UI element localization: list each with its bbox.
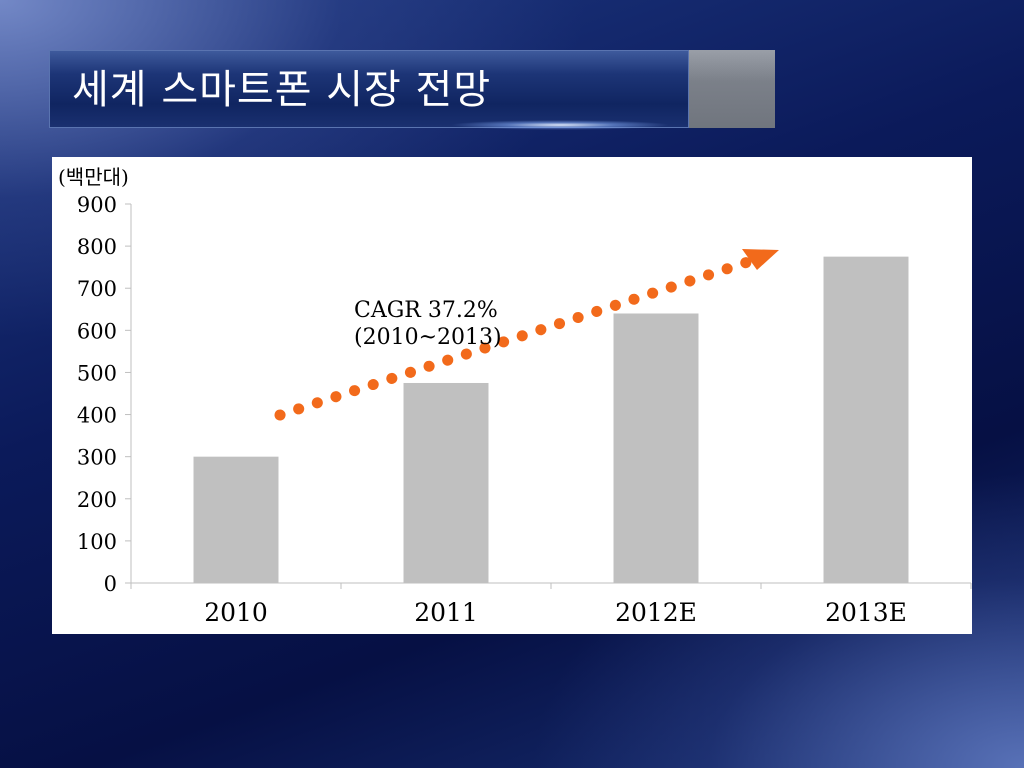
title-glow bbox=[450, 120, 670, 130]
bars bbox=[193, 256, 909, 583]
x-tick-label: 2010 bbox=[204, 598, 268, 627]
bar-2013E bbox=[823, 256, 909, 583]
bar-2012E bbox=[613, 313, 699, 583]
y-tick-label: 500 bbox=[77, 361, 117, 385]
title-accent-block bbox=[689, 50, 775, 128]
y-tick-label: 700 bbox=[77, 277, 117, 301]
y-axis: 0 100 200 300 400 500 600 700 800 900 bbox=[77, 193, 132, 596]
y-tick-label: 400 bbox=[77, 404, 117, 428]
unit-label: (백만대) bbox=[58, 165, 129, 189]
bar-2010 bbox=[193, 456, 279, 583]
cagr-annotation-line1: CAGR 37.2% bbox=[354, 298, 498, 323]
y-tick-label: 100 bbox=[77, 530, 117, 554]
cagr-annotation-line2: (2010~2013) bbox=[354, 325, 502, 350]
cagr-arrow bbox=[274, 249, 779, 421]
y-tick-label: 800 bbox=[77, 235, 117, 259]
y-tick-label: 200 bbox=[77, 488, 117, 512]
cagr-arrow-dots bbox=[274, 254, 760, 421]
y-tick-label: 0 bbox=[104, 572, 117, 596]
title-bar bbox=[49, 50, 689, 128]
bar-2011 bbox=[403, 382, 489, 583]
x-tick-label: 2013E bbox=[825, 598, 907, 627]
y-tick-label: 600 bbox=[77, 319, 117, 343]
page-title: 세계 스마트폰 시장 전망 bbox=[72, 67, 492, 113]
x-tick-label: 2012E bbox=[615, 598, 697, 627]
chart-panel: (백만대) 0 100 200 300 400 500 600 700 800 900 2010 2… bbox=[52, 157, 972, 634]
x-axis: 2010 2011 2012E 2013E bbox=[130, 582, 972, 627]
cagr-arrow-head bbox=[742, 249, 779, 270]
y-tick-label: 300 bbox=[77, 446, 117, 470]
y-tick-label: 900 bbox=[77, 193, 117, 217]
x-tick-label: 2011 bbox=[414, 598, 478, 627]
